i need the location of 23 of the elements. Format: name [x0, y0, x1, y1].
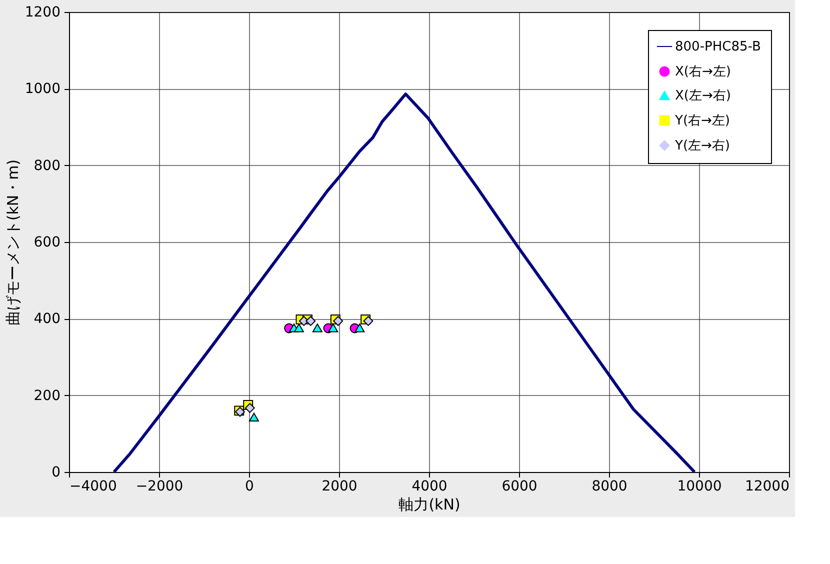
y-tick-label: 0: [52, 464, 60, 480]
x-tick-label: 12000: [744, 478, 790, 494]
legend-label: Y(右→左): [674, 114, 730, 128]
y-tick-label: 400: [34, 311, 60, 328]
x-tick-label: 8000: [592, 478, 628, 494]
x-tick-label: 6000: [502, 478, 538, 494]
y-tick-label: 1000: [24, 81, 60, 98]
y-axis-title: 曲げモーメント(kN・m): [4, 159, 22, 326]
y-tick-label: 1200: [24, 4, 60, 20]
y-tick-label: 800: [34, 158, 60, 174]
x-tick-label: 10000: [677, 478, 722, 494]
legend-label: Y(左→右): [674, 138, 730, 154]
y-tick-label: 600: [34, 234, 60, 250]
legend-label: X(左→右): [675, 88, 731, 104]
x-tick-label: 0: [245, 478, 254, 494]
x-tick-label: 2000: [322, 478, 358, 494]
x-tick-label: 4000: [412, 478, 448, 494]
y-tick-label: 200: [34, 388, 60, 404]
x-tick-label: −4000: [70, 478, 117, 494]
x-tick-label: −2000: [136, 478, 184, 494]
x-axis-title: 軸力(kN): [398, 496, 460, 514]
legend-label: 800-PHC85-B: [675, 40, 761, 54]
legend-label: X(右→左): [675, 64, 731, 80]
